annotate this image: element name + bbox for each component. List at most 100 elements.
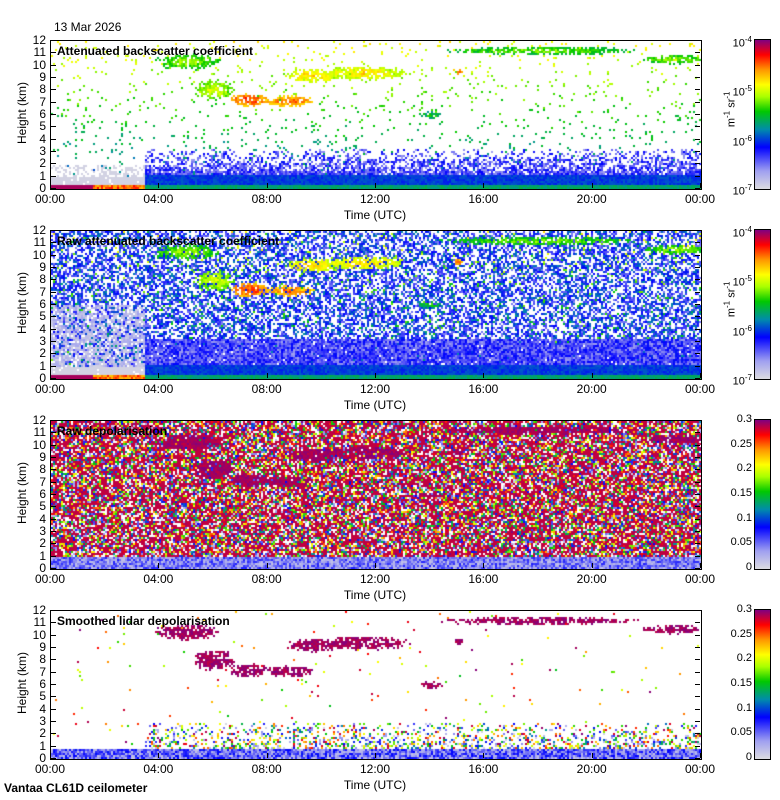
- colorbar-tick-label: 10-6: [732, 133, 752, 149]
- y-tick-mark: [51, 420, 56, 421]
- colorbar-tick-label: 10-5: [732, 274, 752, 289]
- x-axis-label: Time (UTC): [343, 588, 407, 602]
- y-tick-label: 2: [39, 536, 46, 551]
- y-axis-label: Height (km): [15, 272, 29, 335]
- y-tick-label: 4: [39, 701, 46, 716]
- x-axis-label: Time (UTC): [343, 398, 407, 412]
- y-tick-mark: [51, 126, 56, 128]
- y-tick-label: 10: [32, 437, 46, 452]
- y-tick-mark: [51, 444, 56, 446]
- y-tick-mark: [51, 365, 56, 367]
- y-tick-mark: [51, 138, 56, 140]
- x-tick-label: 12:00: [359, 572, 391, 586]
- exponent: -6: [744, 323, 752, 333]
- plot-area: Smoothed lidar depolarisation: [50, 610, 702, 760]
- y-tick-mark: [695, 328, 700, 330]
- panel-title: Attenuated backscatter coefficient: [57, 44, 254, 58]
- y-tick-mark: [51, 353, 56, 355]
- colorbar-tick-label: 0.1: [736, 511, 752, 524]
- y-tick-mark: [695, 316, 700, 318]
- x-tick-label: 08:00: [251, 192, 282, 206]
- y-tick-mark: [51, 469, 56, 471]
- x-tick-mark: [700, 373, 701, 378]
- y-tick-label: 9: [39, 260, 46, 274]
- y-tick-label: 3: [39, 524, 46, 538]
- y-tick-mark: [51, 506, 56, 508]
- panel-title: Smoothed lidar depolarisation: [57, 614, 230, 628]
- y-tick-label: 6: [39, 107, 46, 121]
- y-tick-mark: [51, 555, 56, 557]
- y-tick-mark: [695, 101, 700, 103]
- y-tick-label: 5: [39, 309, 46, 324]
- y-tick-mark: [695, 138, 700, 140]
- x-tick-label: 04:00: [143, 192, 174, 206]
- x-tick-mark: [591, 563, 593, 568]
- y-tick-mark: [695, 696, 700, 698]
- y-tick-mark: [695, 267, 700, 268]
- heatmap-canvas: [51, 231, 701, 379]
- y-tick-mark: [51, 291, 56, 293]
- y-tick-mark: [695, 420, 700, 421]
- y-tick-mark: [51, 279, 56, 281]
- y-tick-mark: [51, 52, 56, 54]
- y-tick-mark: [51, 316, 56, 318]
- y-tick-mark: [695, 77, 700, 78]
- colorbar-tick-label: 0.05: [730, 536, 752, 549]
- y-tick-label: 1: [39, 738, 46, 753]
- y-tick-label: 9: [39, 640, 46, 654]
- y-tick-mark: [695, 151, 700, 152]
- y-tick-mark: [695, 610, 700, 611]
- y-tick-mark: [51, 543, 56, 545]
- y-tick-label: 0: [39, 751, 46, 765]
- x-tick-mark: [591, 753, 593, 758]
- x-tick-label: 00:00: [684, 572, 716, 586]
- y-tick-mark: [51, 696, 56, 698]
- y-tick-label: 1: [39, 548, 46, 563]
- y-tick-label: 5: [39, 499, 46, 514]
- y-tick-mark: [51, 77, 56, 78]
- colorbar-tick-label: 0.15: [730, 487, 752, 499]
- x-tick-mark: [591, 373, 593, 378]
- y-tick-mark: [51, 328, 56, 330]
- x-tick-mark: [700, 563, 701, 568]
- y-tick-mark: [51, 114, 56, 115]
- y-tick-mark: [695, 89, 700, 91]
- x-axis-label: Time (UTC): [343, 778, 407, 792]
- colorbar-tick-label: 0.2: [736, 652, 752, 665]
- y-tick-label: 10: [32, 57, 46, 72]
- x-tick-mark: [483, 563, 485, 568]
- exponent: -5: [744, 274, 752, 284]
- y-tick-mark: [51, 659, 56, 661]
- x-tick-label: 16:00: [468, 382, 499, 396]
- x-tick-mark: [158, 373, 160, 378]
- x-tick-mark: [375, 373, 376, 378]
- y-tick-mark: [695, 64, 700, 66]
- y-tick-label: 7: [39, 94, 46, 109]
- x-tick-label: 00:00: [684, 382, 716, 396]
- y-tick-mark: [695, 659, 700, 661]
- x-tick-label: 16:00: [468, 572, 499, 586]
- y-tick-mark: [51, 341, 56, 342]
- x-tick-mark: [591, 183, 593, 188]
- y-tick-label: 1: [39, 168, 46, 183]
- y-tick-mark: [51, 254, 56, 256]
- y-tick-mark: [51, 721, 56, 722]
- y-tick-label: 10: [32, 627, 46, 642]
- colorbar-tick-label: 0: [745, 561, 752, 573]
- y-tick-mark: [695, 365, 700, 367]
- y-tick-label: 6: [39, 677, 46, 691]
- y-tick-label: 11: [33, 45, 46, 60]
- y-tick-mark: [695, 568, 700, 569]
- x-tick-label: 16:00: [468, 762, 499, 776]
- y-tick-label: 8: [39, 462, 46, 477]
- y-tick-mark: [51, 188, 56, 189]
- y-tick-mark: [51, 163, 56, 165]
- y-tick-label: 6: [39, 297, 46, 311]
- chart-panel-1: Attenuated backscatter coefficient 0 1 2 3 4 5…: [0, 34, 780, 230]
- y-tick-mark: [695, 291, 700, 293]
- x-tick-label: 08:00: [251, 572, 282, 586]
- y-tick-mark: [51, 518, 56, 520]
- y-tick-mark: [51, 89, 56, 91]
- y-tick-mark: [695, 647, 700, 648]
- y-tick-label: 7: [39, 284, 46, 299]
